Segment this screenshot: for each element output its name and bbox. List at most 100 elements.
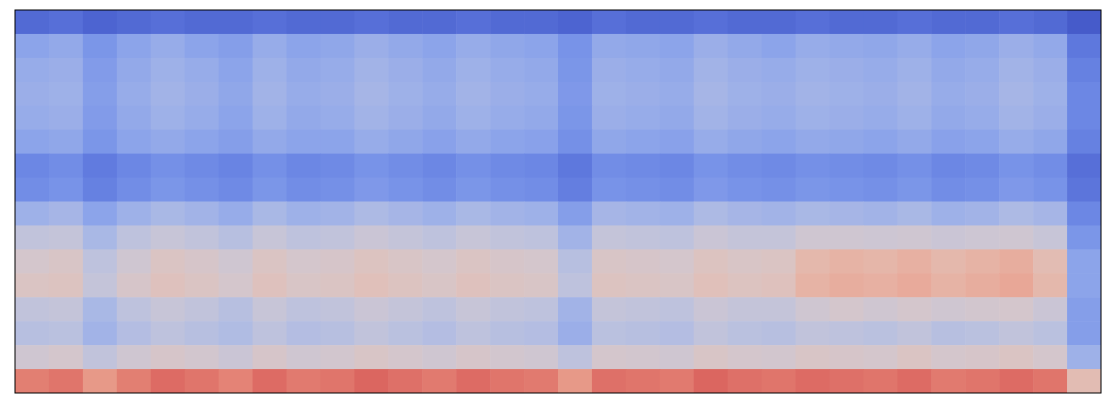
heat-cell xyxy=(728,10,763,35)
heat-cell xyxy=(83,154,118,179)
heat-cell xyxy=(219,58,254,83)
heat-cell xyxy=(558,58,593,83)
heat-cell xyxy=(354,225,389,250)
heat-cell xyxy=(185,225,220,250)
heat-cell xyxy=(422,58,457,83)
heat-cell xyxy=(931,10,966,35)
heat-cell xyxy=(287,225,322,250)
heat-cell xyxy=(151,249,186,274)
heat-cell xyxy=(422,154,457,179)
heat-cell xyxy=(728,130,763,155)
heat-cell xyxy=(728,202,763,227)
heat-cell xyxy=(524,297,559,322)
heat-cell xyxy=(83,297,118,322)
heat-cell xyxy=(287,273,322,298)
heat-cell xyxy=(320,58,355,83)
heat-cell xyxy=(694,321,729,346)
heat-cell xyxy=(660,58,695,83)
heat-cell xyxy=(694,82,729,107)
heat-cell xyxy=(253,82,288,107)
heat-cell xyxy=(1033,345,1068,370)
heat-cell xyxy=(965,106,1000,131)
heat-cell xyxy=(388,273,423,298)
heat-cell xyxy=(320,249,355,274)
heat-cell xyxy=(490,106,525,131)
heat-cell xyxy=(897,273,932,298)
heat-cell xyxy=(151,225,186,250)
heat-cell xyxy=(694,58,729,83)
heat-cell xyxy=(660,369,695,393)
heat-cell xyxy=(185,82,220,107)
heat-cell xyxy=(253,249,288,274)
heat-cell xyxy=(863,369,898,393)
heat-cell xyxy=(49,369,84,393)
heat-cell xyxy=(456,249,491,274)
heat-cell xyxy=(524,58,559,83)
heat-cell xyxy=(117,345,152,370)
heat-cell xyxy=(524,225,559,250)
heat-cell xyxy=(219,225,254,250)
heat-cell xyxy=(1033,249,1068,274)
heat-cell xyxy=(320,130,355,155)
heat-cell xyxy=(320,345,355,370)
heat-cell xyxy=(253,154,288,179)
heat-cell xyxy=(965,321,1000,346)
heat-cell xyxy=(999,82,1034,107)
heat-cell xyxy=(897,249,932,274)
heat-cell xyxy=(456,369,491,393)
heat-cell xyxy=(320,202,355,227)
heat-cell xyxy=(626,225,661,250)
heat-cell xyxy=(490,10,525,35)
heat-cell xyxy=(592,249,627,274)
heat-cell xyxy=(490,225,525,250)
heat-cell xyxy=(354,130,389,155)
heat-cell xyxy=(83,58,118,83)
heat-cell xyxy=(320,178,355,203)
heat-cell xyxy=(83,202,118,227)
heat-cell xyxy=(660,345,695,370)
heat-cell xyxy=(897,106,932,131)
heat-cell xyxy=(999,58,1034,83)
heat-cell xyxy=(15,58,50,83)
heat-cell xyxy=(219,297,254,322)
heat-cell xyxy=(354,273,389,298)
heat-cell xyxy=(253,10,288,35)
heat-cell xyxy=(185,58,220,83)
heat-cell xyxy=(1033,273,1068,298)
heat-cell xyxy=(863,297,898,322)
heat-cell xyxy=(592,10,627,35)
heat-cell xyxy=(490,297,525,322)
heat-cell xyxy=(931,249,966,274)
heat-cell xyxy=(931,321,966,346)
heat-cell xyxy=(15,154,50,179)
heat-cell xyxy=(15,345,50,370)
heat-cell xyxy=(388,106,423,131)
heat-cell xyxy=(863,178,898,203)
heat-cell xyxy=(287,130,322,155)
heat-cell xyxy=(728,154,763,179)
heat-cell xyxy=(728,273,763,298)
heat-cell xyxy=(762,321,797,346)
heat-cell xyxy=(219,178,254,203)
heat-cell xyxy=(83,82,118,107)
heat-cell xyxy=(1033,34,1068,59)
heat-cell xyxy=(660,106,695,131)
heat-cell xyxy=(490,58,525,83)
heat-cell xyxy=(219,202,254,227)
heat-cell xyxy=(728,249,763,274)
heat-cell xyxy=(49,154,84,179)
heat-cell xyxy=(762,154,797,179)
heat-cell xyxy=(456,225,491,250)
heat-cell xyxy=(863,10,898,35)
heat-cell xyxy=(897,225,932,250)
heat-cell xyxy=(151,297,186,322)
heat-cell xyxy=(626,249,661,274)
heat-cell xyxy=(151,273,186,298)
heat-cell xyxy=(1067,34,1101,59)
heat-cell xyxy=(1033,369,1068,393)
heat-cell xyxy=(796,225,831,250)
heat-cell xyxy=(388,34,423,59)
heat-cell xyxy=(287,10,322,35)
heat-cell xyxy=(185,345,220,370)
heat-cell xyxy=(151,34,186,59)
